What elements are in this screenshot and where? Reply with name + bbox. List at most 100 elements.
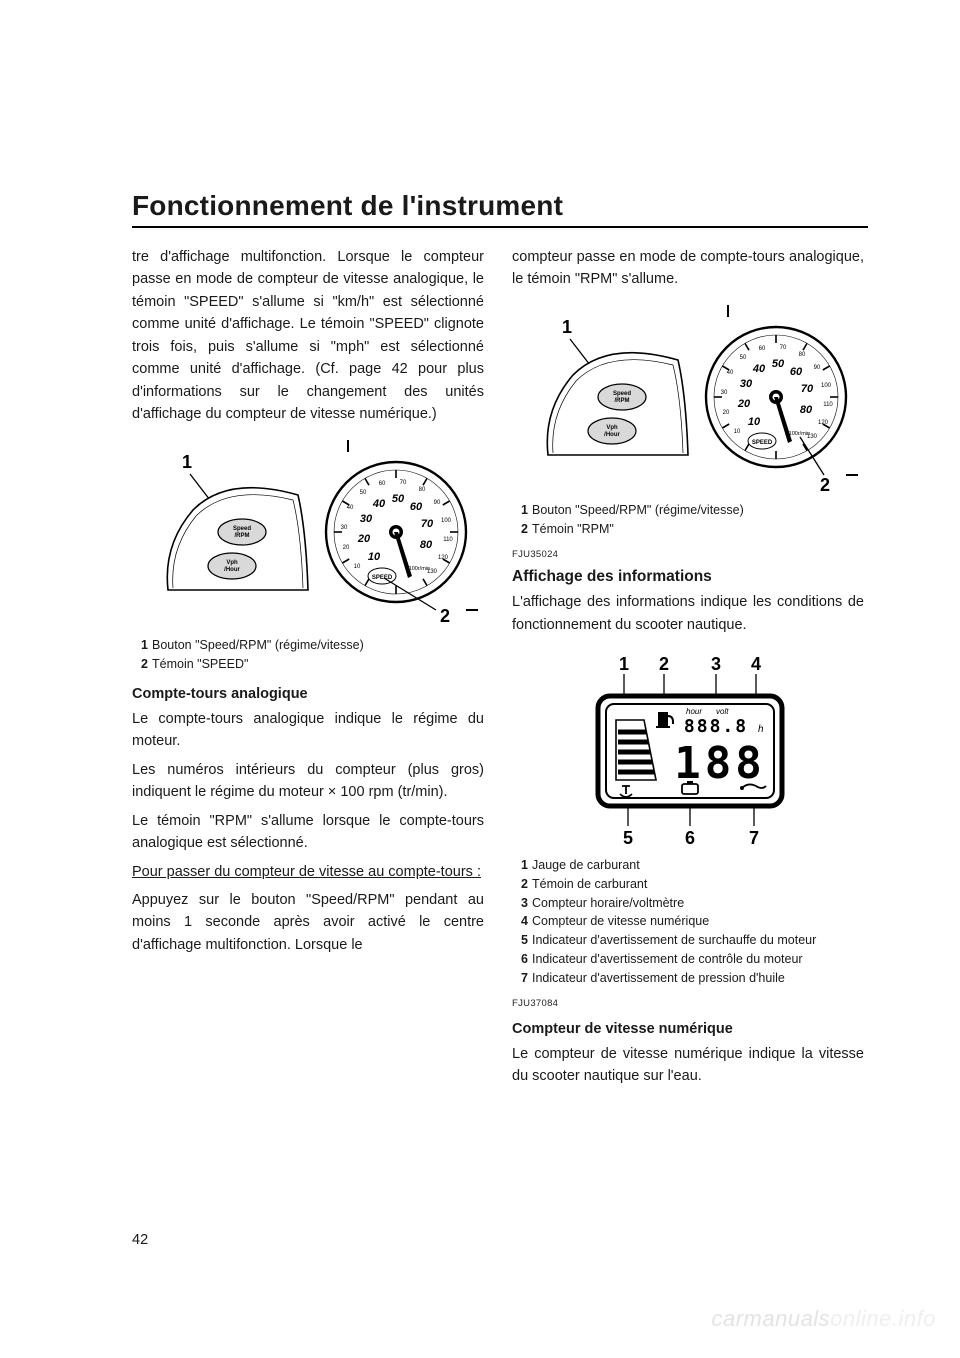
figure-2-legend: 1Bouton "Speed/RPM" (régime/vitesse) 2Té… xyxy=(512,501,864,539)
svg-text:80: 80 xyxy=(420,539,433,551)
svg-text:6: 6 xyxy=(685,828,695,848)
svg-text:20: 20 xyxy=(343,545,350,551)
svg-text:5: 5 xyxy=(623,828,633,848)
svg-text:80: 80 xyxy=(799,352,806,358)
svg-text:70: 70 xyxy=(421,518,434,530)
svg-text:60: 60 xyxy=(759,346,766,352)
ref-code-1: FJU35024 xyxy=(512,548,864,563)
svg-text:h: h xyxy=(758,724,764,735)
svg-text:2: 2 xyxy=(659,654,669,674)
svg-text:70: 70 xyxy=(801,383,814,395)
page-title: Fonctionnement de l'instrument xyxy=(132,190,868,222)
svg-text:hour: hour xyxy=(686,707,702,716)
svg-text:30: 30 xyxy=(360,513,373,525)
svg-text:50: 50 xyxy=(360,490,367,496)
right-h2: Compteur de vitesse numérique xyxy=(512,1018,864,1040)
fig1-callout-2: 2 xyxy=(440,606,450,626)
svg-text:90: 90 xyxy=(814,365,821,371)
analog-gauge-icon: 10 20 30 40 50 60 70 80 90 100 110 120 1… xyxy=(706,327,846,467)
svg-text:Vph: Vph xyxy=(226,560,238,566)
left-para-3: Les numéros intérieurs du compteur (plus… xyxy=(132,759,484,804)
svg-text:10: 10 xyxy=(734,429,741,435)
svg-text:80: 80 xyxy=(419,487,426,493)
figure-1: 1 Speed /RPM Vph /Hour xyxy=(132,440,484,630)
svg-text:40: 40 xyxy=(372,498,386,510)
fig2-callout-1: 1 xyxy=(562,317,572,337)
fig1-callout-1: 1 xyxy=(182,452,192,472)
svg-text:90: 90 xyxy=(434,500,441,506)
figure-3-legend: 1Jauge de carburant 2Témoin de carburant… xyxy=(512,856,864,987)
svg-text:1: 1 xyxy=(619,654,629,674)
svg-text:70: 70 xyxy=(780,345,787,351)
left-para-5: Pour passer du compteur de vitesse au co… xyxy=(132,861,484,883)
lcd-display-icon: hour volt 888.8 h 188 xyxy=(598,696,782,806)
svg-text:10: 10 xyxy=(748,416,761,428)
right-h1: Affichage des informations xyxy=(512,565,864,589)
svg-text:3: 3 xyxy=(711,654,721,674)
svg-text:60: 60 xyxy=(410,501,423,513)
svg-text:40: 40 xyxy=(347,505,354,511)
svg-text:110: 110 xyxy=(443,537,453,543)
button-pod-icon: Speed /RPM Vph /Hour xyxy=(547,353,688,455)
svg-text:20: 20 xyxy=(357,533,371,545)
svg-text:volt: volt xyxy=(716,707,729,716)
right-para-2: L'affichage des informations indique les… xyxy=(512,591,864,636)
svg-text:/RPM: /RPM xyxy=(235,533,250,539)
svg-text:80: 80 xyxy=(800,404,813,416)
left-para-2: Le compte-tours analogique indique le ré… xyxy=(132,708,484,753)
svg-text:/Hour: /Hour xyxy=(224,567,240,573)
figure-3: 1 2 3 4 xyxy=(512,650,864,850)
svg-text:60: 60 xyxy=(379,481,386,487)
svg-text:10: 10 xyxy=(354,564,361,570)
svg-text:/Hour: /Hour xyxy=(604,432,620,438)
svg-text:60: 60 xyxy=(790,366,803,378)
svg-text:110: 110 xyxy=(823,402,833,408)
ref-code-2: FJU37084 xyxy=(512,997,864,1012)
svg-text:/RPM: /RPM xyxy=(615,398,630,404)
svg-text:30: 30 xyxy=(341,525,348,531)
left-para-1: tre d'affichage multifonction. Lorsque l… xyxy=(132,246,484,426)
svg-text:30: 30 xyxy=(740,378,753,390)
svg-text:50: 50 xyxy=(772,358,785,370)
svg-text:7: 7 xyxy=(749,828,759,848)
button-pod-icon: Speed /RPM Vph /Hour xyxy=(167,487,308,589)
figure-1-svg: 1 Speed /RPM Vph /Hour xyxy=(138,440,478,630)
svg-text:888.8: 888.8 xyxy=(684,716,748,737)
page-number: 42 xyxy=(132,1232,148,1248)
svg-text:40: 40 xyxy=(727,370,734,376)
left-h1: Compte-tours analogique xyxy=(132,683,484,705)
right-column: compteur passe en mode de compte-tours a… xyxy=(512,246,864,1093)
svg-text:70: 70 xyxy=(400,480,407,486)
fig2-callout-2: 2 xyxy=(820,475,830,495)
svg-text:120: 120 xyxy=(438,555,449,561)
left-para-4: Le témoin "RPM" s'allume lorsque le comp… xyxy=(132,810,484,855)
svg-text:Speed: Speed xyxy=(613,391,631,397)
svg-text:x100r/min: x100r/min xyxy=(406,566,430,572)
left-para-6: Appuyez sur le bouton "Speed/RPM" pendan… xyxy=(132,889,484,956)
figure-3-svg: 1 2 3 4 xyxy=(558,650,818,850)
figure-2-svg: 1 Speed /RPM Vph /Hour xyxy=(518,305,858,495)
svg-text:120: 120 xyxy=(818,420,829,426)
svg-text:Speed: Speed xyxy=(233,526,251,532)
analog-gauge-icon: 10 20 30 40 50 60 70 80 90 100 110 120 1… xyxy=(326,462,466,602)
svg-text:20: 20 xyxy=(737,398,751,410)
right-para-3: Le compteur de vitesse numérique indique… xyxy=(512,1043,864,1088)
left-column: tre d'affichage multifonction. Lorsque l… xyxy=(132,246,484,1093)
watermark: carmanualsonline.info xyxy=(711,1306,936,1332)
two-column-layout: tre d'affichage multifonction. Lorsque l… xyxy=(132,246,868,1093)
svg-text:4: 4 xyxy=(751,654,761,674)
svg-text:40: 40 xyxy=(752,363,766,375)
title-rule xyxy=(132,226,868,228)
svg-text:100: 100 xyxy=(441,518,452,524)
svg-text:20: 20 xyxy=(723,410,730,416)
svg-text:x100r/min: x100r/min xyxy=(786,431,810,437)
svg-text:SPEED: SPEED xyxy=(752,440,773,446)
svg-text:30: 30 xyxy=(721,390,728,396)
svg-text:50: 50 xyxy=(392,493,405,505)
svg-text:Vph: Vph xyxy=(606,425,618,431)
svg-text:50: 50 xyxy=(740,355,747,361)
svg-text:SPEED: SPEED xyxy=(372,575,393,581)
right-para-1: compteur passe en mode de compte-tours a… xyxy=(512,246,864,291)
figure-2: 1 Speed /RPM Vph /Hour xyxy=(512,305,864,495)
figure-1-legend: 1Bouton "Speed/RPM" (régime/vitesse) 2Té… xyxy=(132,636,484,674)
